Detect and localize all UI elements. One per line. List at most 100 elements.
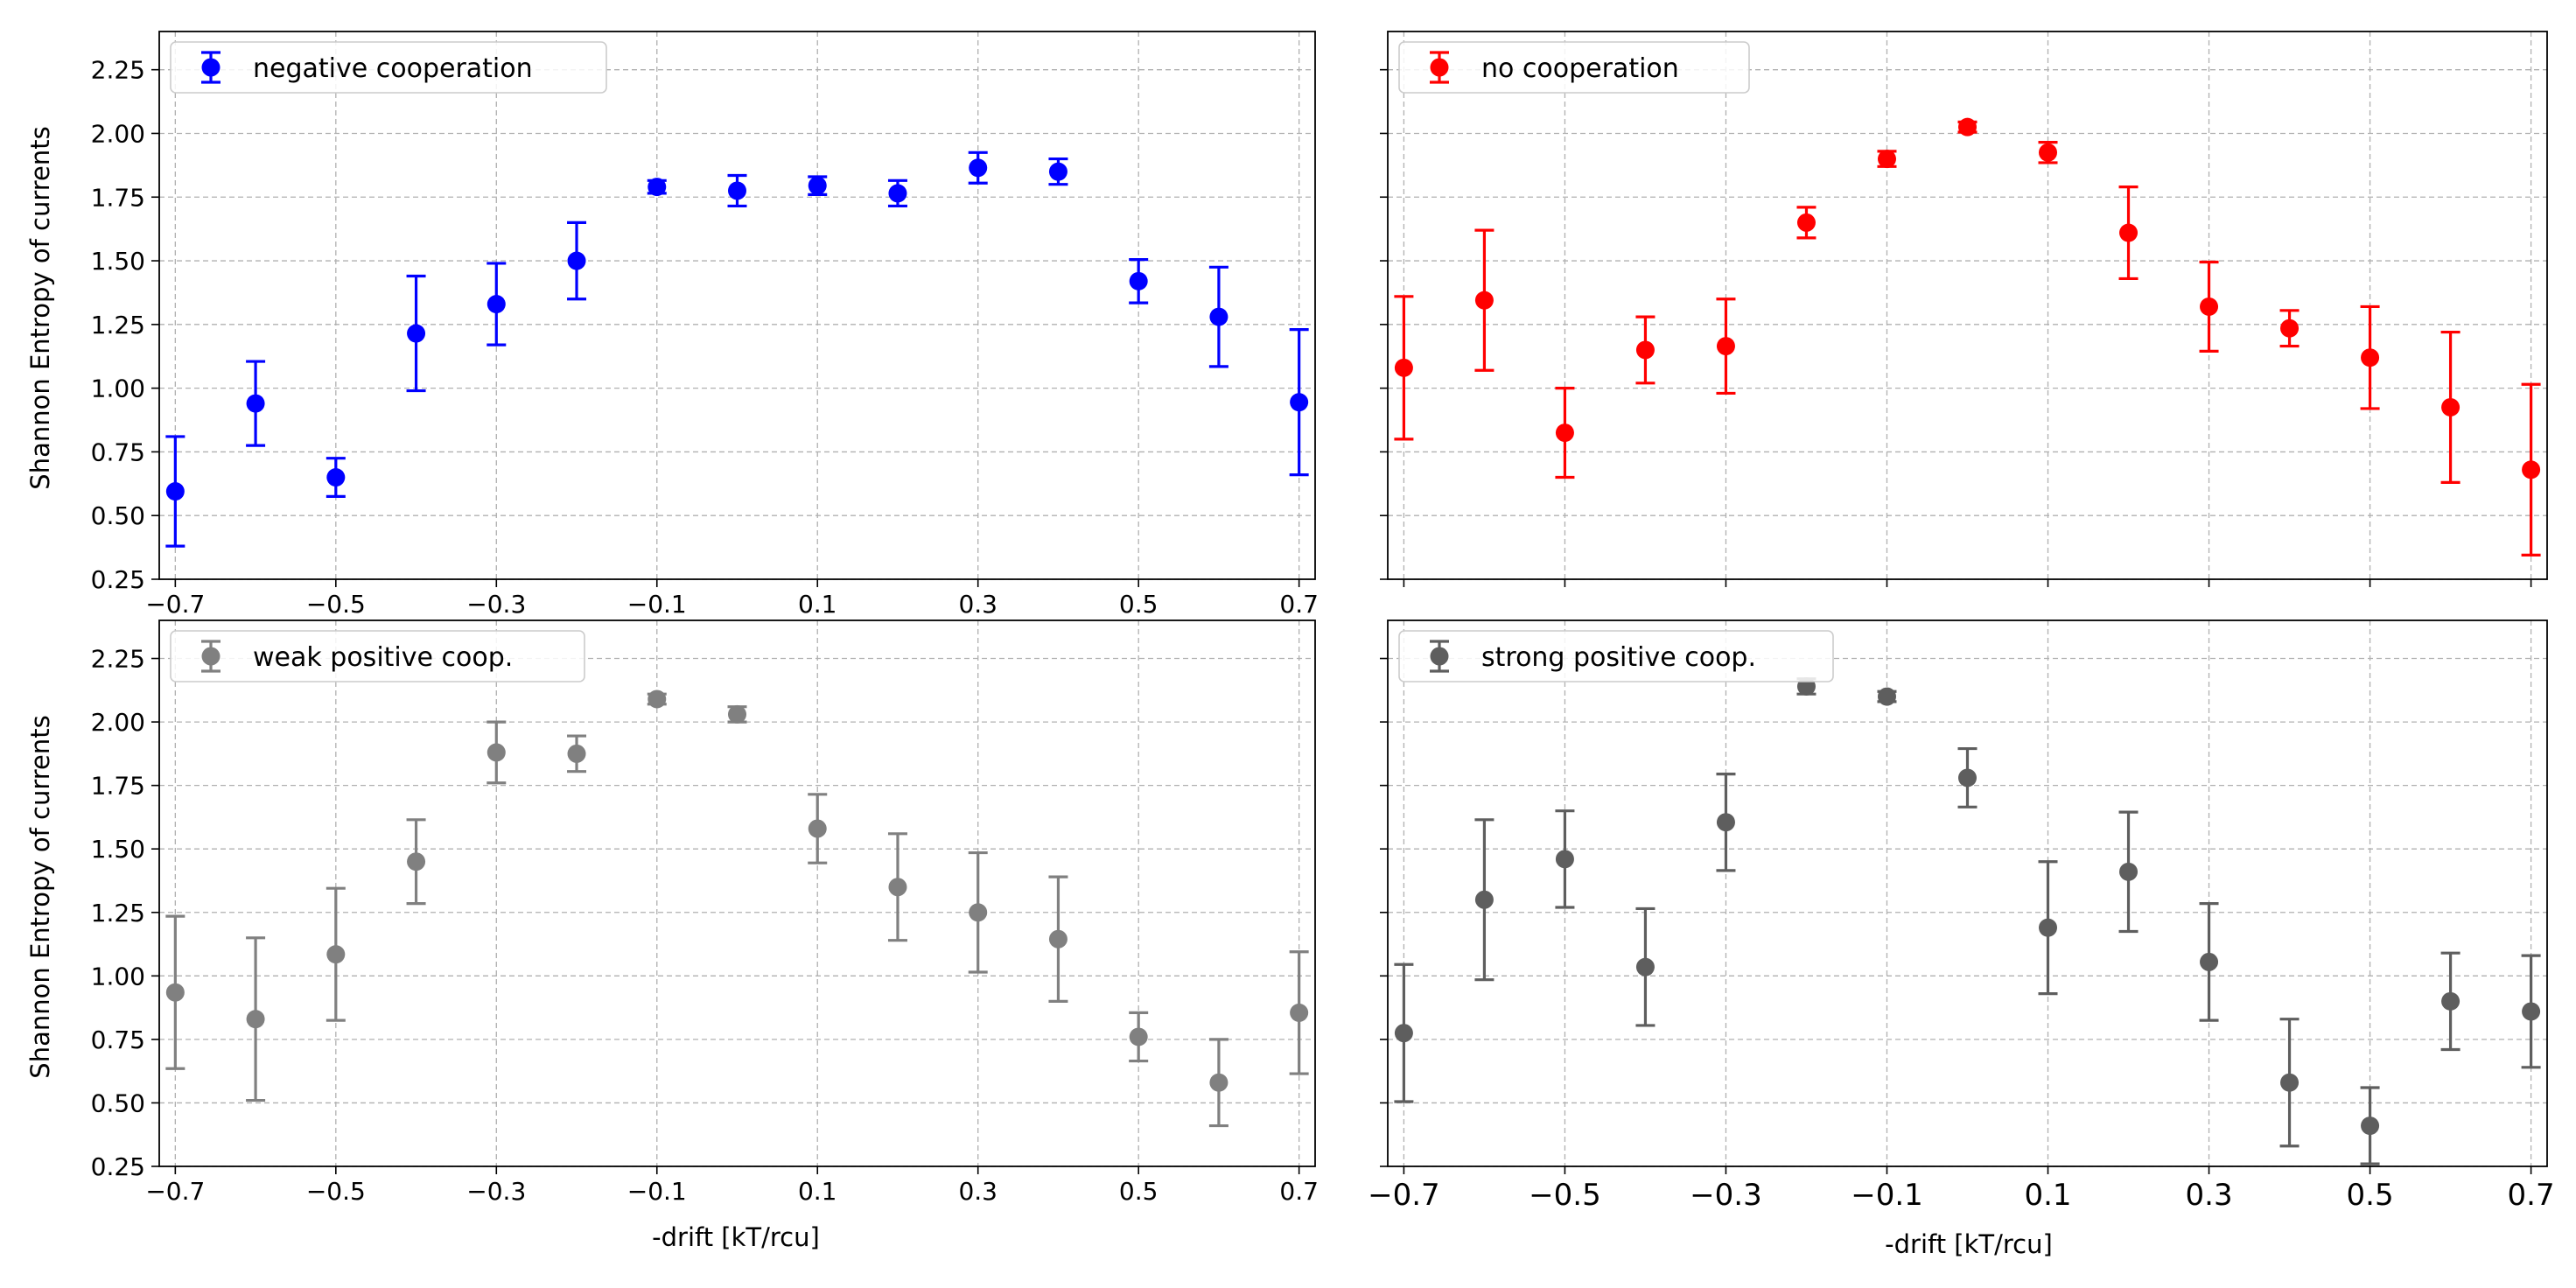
- x-tick-label: 0.1: [798, 590, 837, 619]
- series-4: [1394, 676, 2541, 1166]
- data-point: [1635, 340, 1655, 360]
- x-tick-label: 0.7: [1279, 1177, 1319, 1206]
- x-tick-label: −0.7: [145, 590, 205, 619]
- legend: no cooperation: [1398, 41, 1750, 94]
- x-tick-label: 0.7: [1279, 590, 1319, 619]
- x-tick-label: 0.1: [798, 1177, 837, 1206]
- data-point: [1796, 213, 1816, 232]
- data-point: [2280, 318, 2300, 338]
- legend-label: strong positive coop.: [1481, 642, 1756, 673]
- data-point: [1716, 337, 1735, 356]
- y-tick-label: 2.00: [91, 708, 145, 737]
- x-tick-label: −0.7: [145, 1177, 205, 1206]
- series-1: [165, 150, 1309, 548]
- x-axis-label-right: -drift [kT/rcu]: [1885, 1229, 2053, 1259]
- y-tick-label: 2.25: [91, 56, 145, 85]
- legend-label: no cooperation: [1481, 53, 1679, 84]
- legend: strong positive coop.: [1398, 630, 1834, 682]
- x-tick-label: −0.5: [306, 1177, 366, 1206]
- x-tick-label: 0.1: [2024, 1178, 2071, 1213]
- data-point: [407, 852, 426, 872]
- data-point: [165, 983, 185, 1002]
- data-point: [2200, 952, 2219, 971]
- x-tick-label: 0.5: [1119, 1177, 1158, 1206]
- y-tick-label: 1.25: [91, 899, 145, 928]
- y-axis-label-bottom: Shannon Entropy of currents: [25, 715, 55, 1078]
- x-tick-label: 0.3: [958, 1177, 998, 1206]
- data-point: [1877, 687, 1896, 706]
- x-tick-label: −0.3: [1690, 1178, 1762, 1213]
- data-point: [2361, 348, 2380, 368]
- legend-marker: [1430, 647, 1449, 666]
- data-point: [969, 903, 988, 922]
- y-tick-label: 2.25: [91, 645, 145, 674]
- data-point: [1958, 117, 1977, 136]
- x-tick-label: 0.3: [2186, 1178, 2233, 1213]
- y-tick-label: 0.50: [91, 501, 145, 530]
- legend-box: [170, 630, 585, 682]
- data-point: [1474, 290, 1494, 310]
- data-point: [2119, 223, 2138, 242]
- panel-3: −0.7 −0.5 −0.3 −0.1 0.1 0.3 0.5 0.7 0.25 0.50 0.75…: [91, 620, 1319, 1206]
- legend-box: [1398, 630, 1834, 682]
- legend-box: [1398, 41, 1750, 94]
- data-point: [728, 181, 746, 200]
- y-axis-label-top: Shannon Entropy of currents: [25, 126, 55, 489]
- data-point: [1290, 1003, 1309, 1022]
- y-tick-label: 1.75: [91, 183, 145, 212]
- panel-1: −0.7 −0.5 −0.3 −0.1 0.1 0.3 0.5 0.7 0.25 0.50 0.75…: [91, 31, 1319, 619]
- legend-label: weak positive coop.: [253, 642, 513, 673]
- data-point: [165, 482, 185, 501]
- data-point: [1877, 150, 1896, 169]
- data-point: [1555, 424, 1574, 443]
- data-point: [728, 704, 746, 724]
- data-point: [1129, 271, 1148, 290]
- data-point: [1129, 1027, 1148, 1046]
- data-point: [1048, 162, 1068, 181]
- data-point: [567, 744, 586, 763]
- data-point: [486, 743, 506, 762]
- data-point: [1290, 393, 1309, 412]
- data-point: [326, 468, 346, 487]
- x-tick-label: −0.5: [306, 590, 366, 619]
- legend-box: [170, 41, 607, 94]
- x-tick-label: 0.5: [2347, 1178, 2394, 1213]
- data-point: [2522, 1002, 2541, 1021]
- data-point: [2039, 918, 2058, 937]
- data-point: [1555, 850, 1574, 869]
- x-tick-label: −0.3: [466, 590, 526, 619]
- x-axis-label-left: -drift [kT/rcu]: [652, 1222, 820, 1252]
- y-tick-label: 1.00: [91, 374, 145, 403]
- x-tick-label: −0.1: [1851, 1178, 1923, 1213]
- data-point: [326, 945, 346, 964]
- data-point: [246, 1010, 265, 1029]
- x-tick-label: 0.3: [958, 590, 998, 619]
- data-point: [1716, 813, 1735, 832]
- y-tick-label: 1.50: [91, 835, 145, 864]
- legend: negative cooperation: [170, 41, 607, 94]
- data-point: [1048, 929, 1068, 948]
- data-point: [1209, 307, 1228, 326]
- data-point: [1958, 768, 1977, 788]
- data-point: [2039, 143, 2058, 162]
- data-point: [648, 178, 667, 197]
- series-2: [1394, 117, 2541, 556]
- axes-frame: [158, 31, 1316, 580]
- data-point: [2522, 460, 2541, 480]
- y-tick-label: 1.75: [91, 772, 145, 801]
- data-point: [1474, 890, 1494, 909]
- data-point: [2361, 1116, 2380, 1136]
- axes-frame: [1387, 31, 2548, 580]
- data-point: [407, 324, 426, 343]
- y-tick-label: 0.75: [91, 1026, 145, 1054]
- data-point: [1209, 1073, 1228, 1092]
- legend-marker: [1430, 58, 1449, 77]
- data-point: [888, 184, 907, 203]
- series-3: [165, 690, 1309, 1128]
- data-point: [246, 394, 265, 413]
- legend-marker: [201, 58, 220, 77]
- y-tick-label: 0.75: [91, 438, 145, 466]
- data-point: [2441, 397, 2460, 416]
- data-point: [567, 251, 586, 270]
